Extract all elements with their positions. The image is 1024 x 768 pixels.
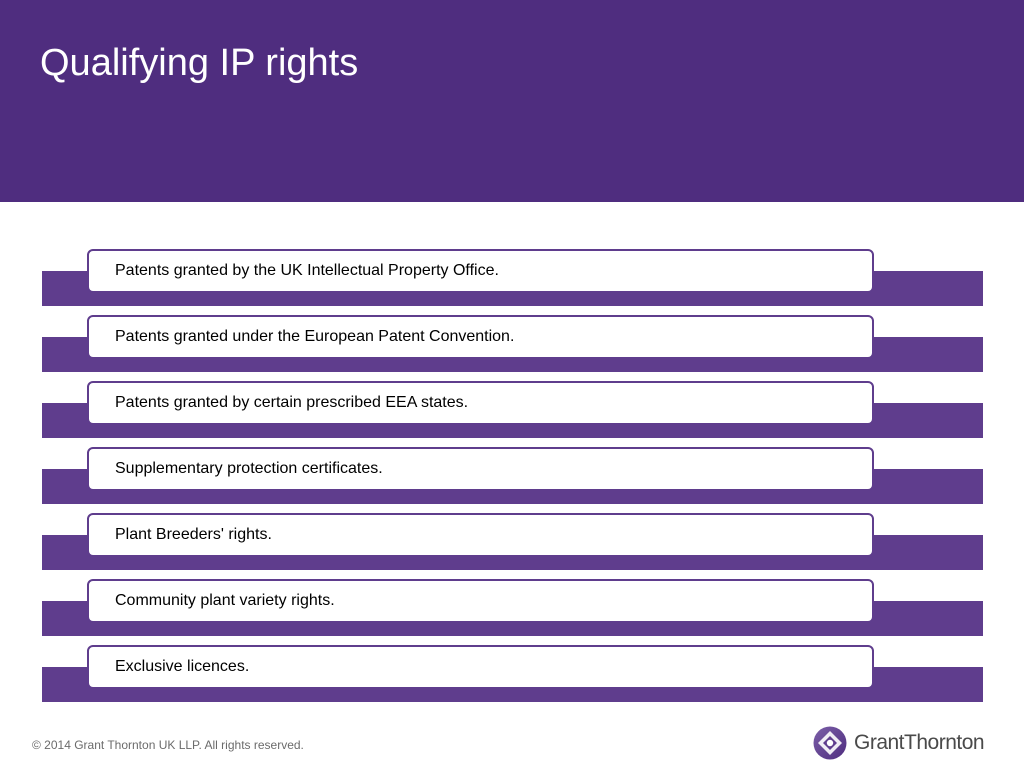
- list-item-label: Community plant variety rights.: [115, 592, 335, 609]
- list-item-label: Patents granted by the UK Intellectual P…: [115, 262, 499, 279]
- list-item-label: Exclusive licences.: [115, 658, 250, 675]
- grant-thornton-logo-text: GrantThornton: [854, 731, 985, 754]
- list-item-box: Community plant variety rights.: [87, 579, 874, 623]
- list-item-box: Patents granted by the UK Intellectual P…: [87, 249, 874, 293]
- list-item: Exclusive licences.: [0, 645, 1024, 705]
- header-band: Qualifying IP rights: [0, 0, 1024, 202]
- list-item-box: Plant Breeders' rights.: [87, 513, 874, 557]
- list-item-label: Supplementary protection certificates.: [115, 460, 383, 477]
- list-item-label: Patents granted under the European Paten…: [115, 328, 515, 345]
- list-item-label: Plant Breeders' rights.: [115, 526, 272, 543]
- grant-thornton-logo: GrantThornton: [812, 725, 1002, 761]
- copyright-notice: © 2014 Grant Thornton UK LLP. All rights…: [32, 738, 304, 752]
- grant-thornton-logo-icon: [813, 726, 847, 760]
- list-item-box: Patents granted under the European Paten…: [87, 315, 874, 359]
- list-item: Patents granted by certain prescribed EE…: [0, 381, 1024, 441]
- list-item-label: Patents granted by certain prescribed EE…: [115, 394, 469, 411]
- list-item: Patents granted under the European Paten…: [0, 315, 1024, 375]
- list-item: Patents granted by the UK Intellectual P…: [0, 249, 1024, 309]
- list-item: Community plant variety rights.: [0, 579, 1024, 639]
- list-item: Supplementary protection certificates.: [0, 447, 1024, 507]
- list-item-box: Exclusive licences.: [87, 645, 874, 689]
- list-item: Plant Breeders' rights.: [0, 513, 1024, 573]
- list-item-box: Supplementary protection certificates.: [87, 447, 874, 491]
- slide-title: Qualifying IP rights: [40, 42, 359, 84]
- list-item-box: Patents granted by certain prescribed EE…: [87, 381, 874, 425]
